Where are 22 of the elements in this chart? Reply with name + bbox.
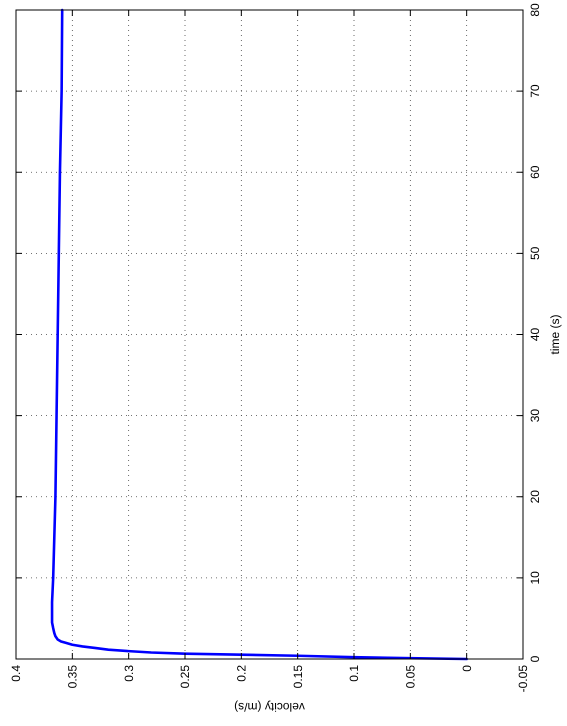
x-tick-label: 0.05 bbox=[404, 664, 418, 688]
y-tick-label: 20 bbox=[528, 490, 542, 504]
x-tick-label: 0.35 bbox=[66, 664, 80, 688]
x-tick-label: 0.15 bbox=[290, 664, 305, 688]
x-tick-label: 0.2 bbox=[234, 664, 249, 682]
x-tick-label: 0 bbox=[460, 664, 474, 672]
x-tick-label: 0.1 bbox=[347, 664, 362, 682]
x-tick-label: 0.4 bbox=[9, 664, 24, 682]
y-tick-label: 40 bbox=[528, 328, 542, 342]
y-axis-title: time (s) bbox=[548, 314, 562, 354]
line-series bbox=[50, 8, 468, 660]
y-tick-label: 30 bbox=[528, 408, 542, 422]
x-axis-title: velocity (m/s) bbox=[234, 700, 305, 714]
y-tick-label: 60 bbox=[528, 165, 542, 179]
y-tick-label: 0 bbox=[528, 655, 542, 662]
x-tick-label: 0.3 bbox=[122, 664, 136, 682]
y-tick-label: 50 bbox=[528, 246, 542, 260]
x-tick-label: -0.05 bbox=[516, 664, 530, 692]
y-tick-label: 70 bbox=[528, 84, 542, 98]
x-tick-label: 0.25 bbox=[178, 664, 192, 688]
y-tick-label: 10 bbox=[528, 570, 542, 585]
y-tick-label: 80 bbox=[528, 3, 542, 17]
